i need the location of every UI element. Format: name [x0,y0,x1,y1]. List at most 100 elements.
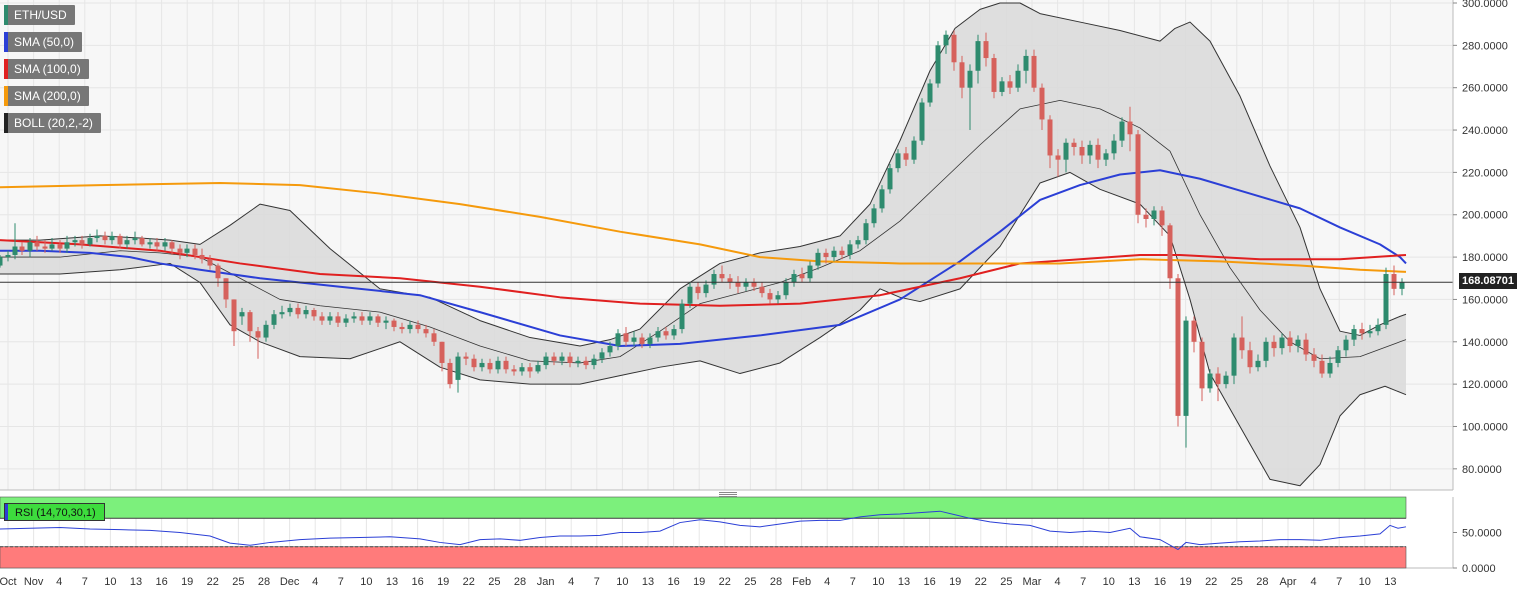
candle-body [815,252,821,266]
candle-body [1231,337,1237,376]
candle-body [351,316,357,319]
legend-swatch [4,5,8,25]
x-tick-label: 19 [693,576,705,588]
legend-swatch [4,32,8,52]
candle-body [687,286,693,304]
candle-body [1295,339,1301,347]
legend-item[interactable]: SMA (50,0) [4,32,83,52]
x-tick-label: 13 [1128,576,1140,588]
candle-body [527,367,533,372]
candle-body [215,265,221,279]
candle-body [64,242,70,249]
candle-body [1287,337,1293,347]
candle-body [239,312,245,317]
candle-body [1031,55,1037,88]
candle-body [895,153,901,169]
x-tick-label: 22 [1205,576,1217,588]
candle-body [1351,329,1357,340]
candle-body [303,310,309,315]
candle-body [1047,119,1053,156]
candle-body [1199,341,1205,389]
legend-item[interactable]: SMA (100,0) [4,59,89,79]
x-tick-label: 10 [872,576,884,588]
candle-body [359,316,365,321]
candle-body [735,282,741,287]
candle-body [975,41,981,71]
x-tick-label: 28 [514,576,526,588]
candle-body [1375,324,1381,332]
x-tick-label: Apr [1279,576,1296,588]
candle-body [1183,320,1189,416]
candle-body [1255,360,1261,368]
candle-body [1279,337,1285,349]
x-tick-label: Dec [280,576,300,588]
candle-body [631,337,637,342]
candle-body [207,259,213,266]
candle-body [132,238,138,241]
x-tick-label: 25 [1000,576,1012,588]
candle-body [543,356,549,366]
candle-body [1023,55,1029,71]
candle-body [27,242,33,251]
x-tick-label: 16 [923,576,935,588]
candle-body [319,316,325,321]
candle-body [423,329,429,334]
candle-body [775,295,781,300]
x-tick-label: 4 [56,576,62,588]
candle-body [247,312,253,332]
y-tick-label: 260.0000 [1462,83,1508,95]
x-tick-label: 22 [719,576,731,588]
candle-body [727,278,733,283]
candle-body [169,242,175,249]
candles [0,30,1405,448]
x-tick-label: 4 [1055,576,1061,588]
rsi-legend[interactable]: RSI (14,70,30,1) [4,503,105,521]
candle-body [42,246,48,249]
candle-body [663,331,669,336]
candle-body [743,282,749,287]
candle-body [1263,341,1269,361]
candle-body [1015,70,1021,88]
candle-body [751,282,757,287]
candle-body [1311,354,1317,361]
x-tick-label: 7 [338,576,344,588]
candle-body [919,102,925,141]
candle-body [49,244,55,249]
candle-body [407,324,413,330]
candle-body [1399,282,1405,289]
candle-body [607,346,613,353]
candle-body [94,235,100,239]
candle-body [927,83,933,103]
candle-body [991,58,997,92]
panel-resize-handle[interactable] [719,492,737,497]
legend-item[interactable]: SMA (200,0) [4,86,89,106]
x-tick-label: 25 [744,576,756,588]
x-tick-label: 22 [463,576,475,588]
candle-body [1111,140,1117,154]
legend-item[interactable]: ETH/USD [4,5,75,25]
y-tick-label: 180.0000 [1462,252,1508,264]
candle-body [415,324,421,330]
legend-item[interactable]: BOLL (20,2,-2) [4,113,101,133]
candle-body [855,240,861,245]
candle-body [703,284,709,294]
y-tick-label: 280.0000 [1462,40,1508,52]
candle-body [12,246,18,255]
candle-body [1319,360,1325,374]
candle-body [1391,274,1397,289]
candle-body [1175,278,1181,416]
candle-body [124,240,130,245]
sma-line-200 [0,181,1407,273]
x-tick-label: 10 [1359,576,1371,588]
candle-body [759,286,765,294]
candle-body [279,312,285,315]
candle-body [623,333,629,342]
candle-body [1247,350,1253,368]
x-tick-label: 16 [667,576,679,588]
candle-body [463,356,469,359]
x-tick-label: 28 [1256,576,1268,588]
candle-body [839,250,845,255]
candle-body [935,45,941,84]
candle-body [335,316,341,323]
